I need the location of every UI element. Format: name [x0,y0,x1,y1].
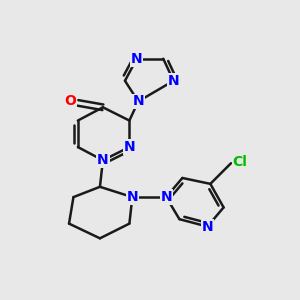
Text: N: N [97,153,109,167]
Text: N: N [160,190,172,204]
Text: N: N [168,74,179,88]
Text: O: O [64,94,76,107]
Text: Cl: Cl [232,155,247,169]
Text: N: N [202,220,213,234]
Text: N: N [132,94,144,108]
Text: N: N [127,190,138,204]
Text: N: N [124,140,135,154]
Text: N: N [131,52,142,66]
